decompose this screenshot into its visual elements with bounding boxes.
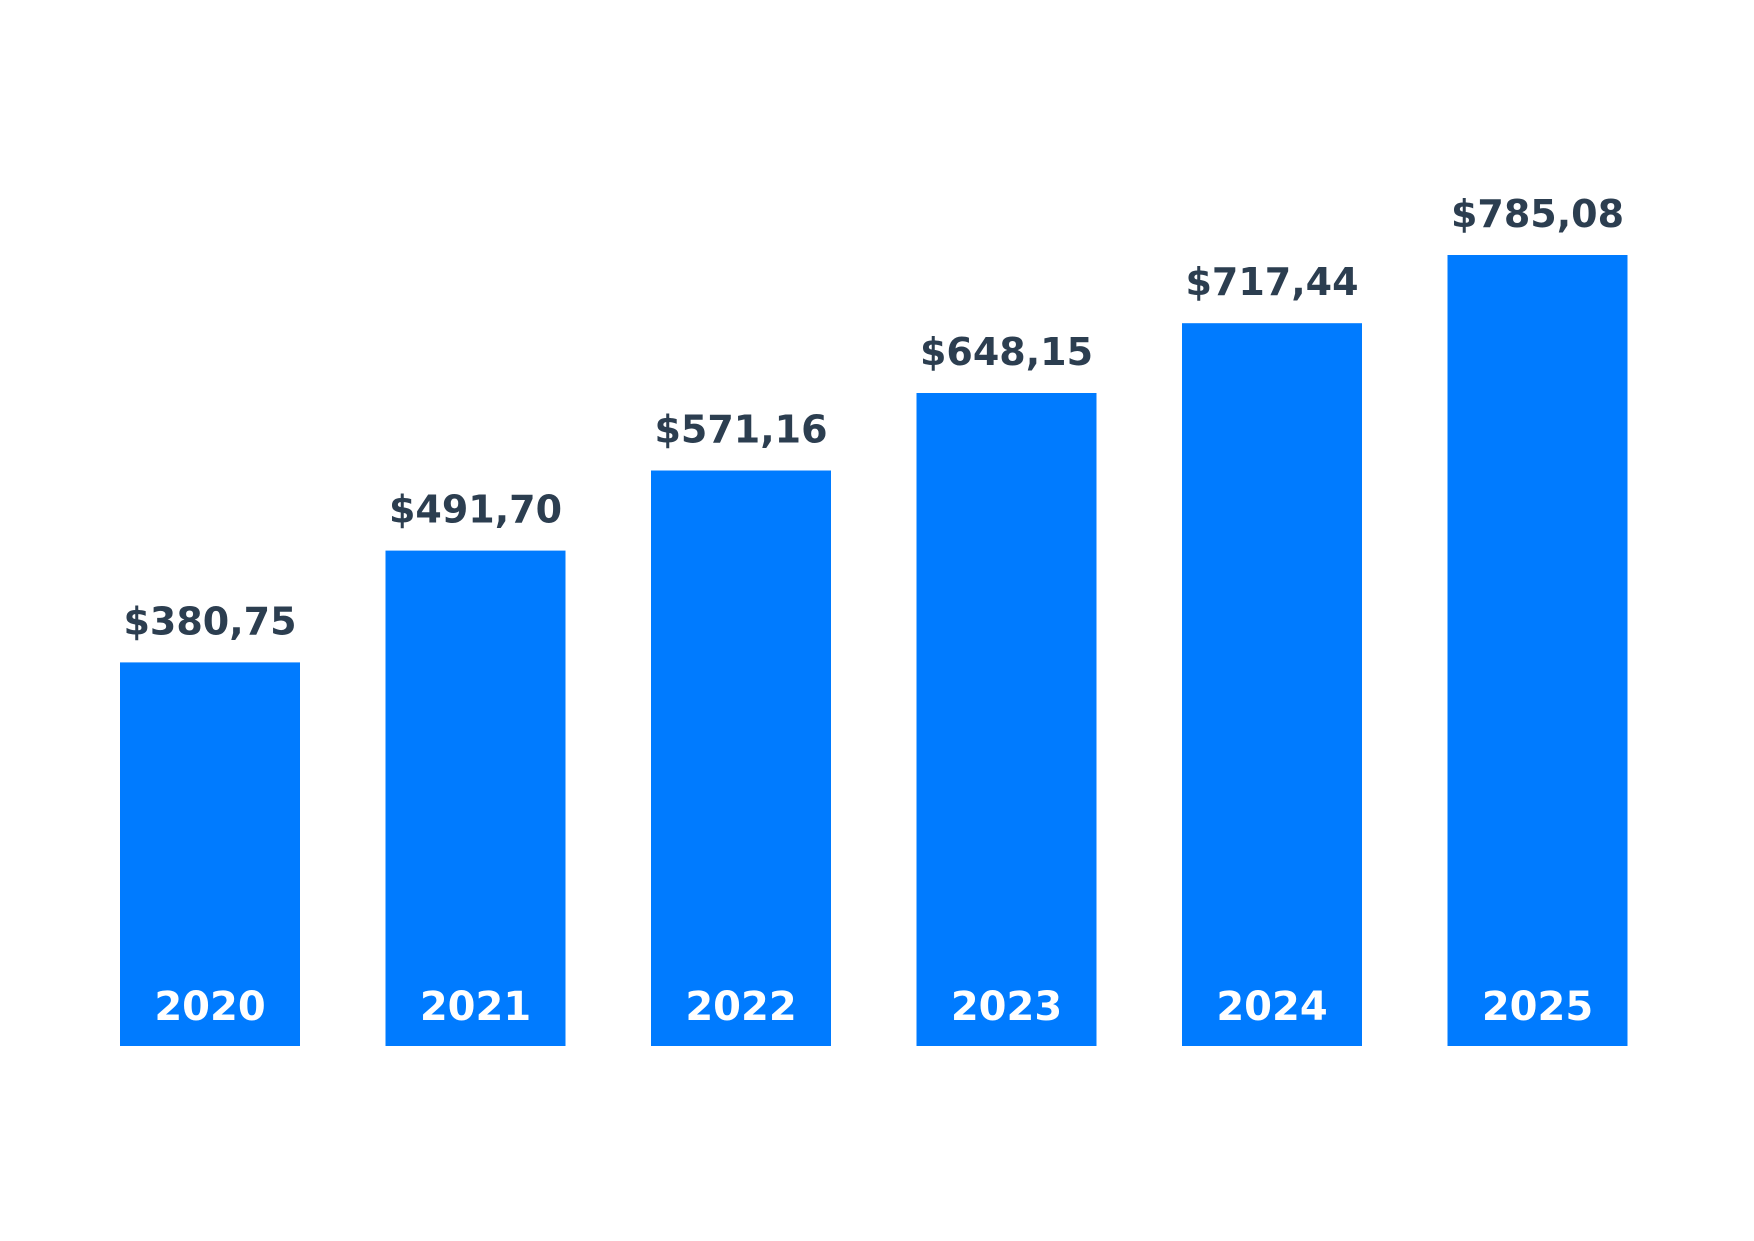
- labels-group: $380,75 2020 $491,70 2021 $571,16 2022 $648,15…: [123, 192, 1624, 1030]
- category-label-2020: 2020: [154, 984, 265, 1030]
- bar-2020: [120, 662, 300, 1046]
- value-label-2020: $380,75: [123, 599, 296, 643]
- category-label-2022: 2022: [685, 984, 796, 1030]
- value-label-2023: $648,15: [920, 330, 1093, 374]
- bar-2024: [1182, 323, 1362, 1046]
- bar-2022: [651, 470, 831, 1046]
- category-label-2021: 2021: [420, 984, 531, 1030]
- value-label-2021: $491,70: [389, 488, 562, 532]
- bar-2023: [916, 393, 1097, 1046]
- category-label-2023: 2023: [951, 984, 1062, 1030]
- bar-2021: [385, 550, 566, 1046]
- value-label-2025: $785,08: [1451, 192, 1624, 236]
- bars-group: [120, 255, 1628, 1046]
- category-label-2024: 2024: [1216, 984, 1327, 1030]
- category-label-2025: 2025: [1482, 984, 1593, 1030]
- bar-2025: [1447, 255, 1628, 1046]
- value-label-2024: $717,44: [1185, 260, 1358, 304]
- value-label-2022: $571,16: [654, 408, 827, 452]
